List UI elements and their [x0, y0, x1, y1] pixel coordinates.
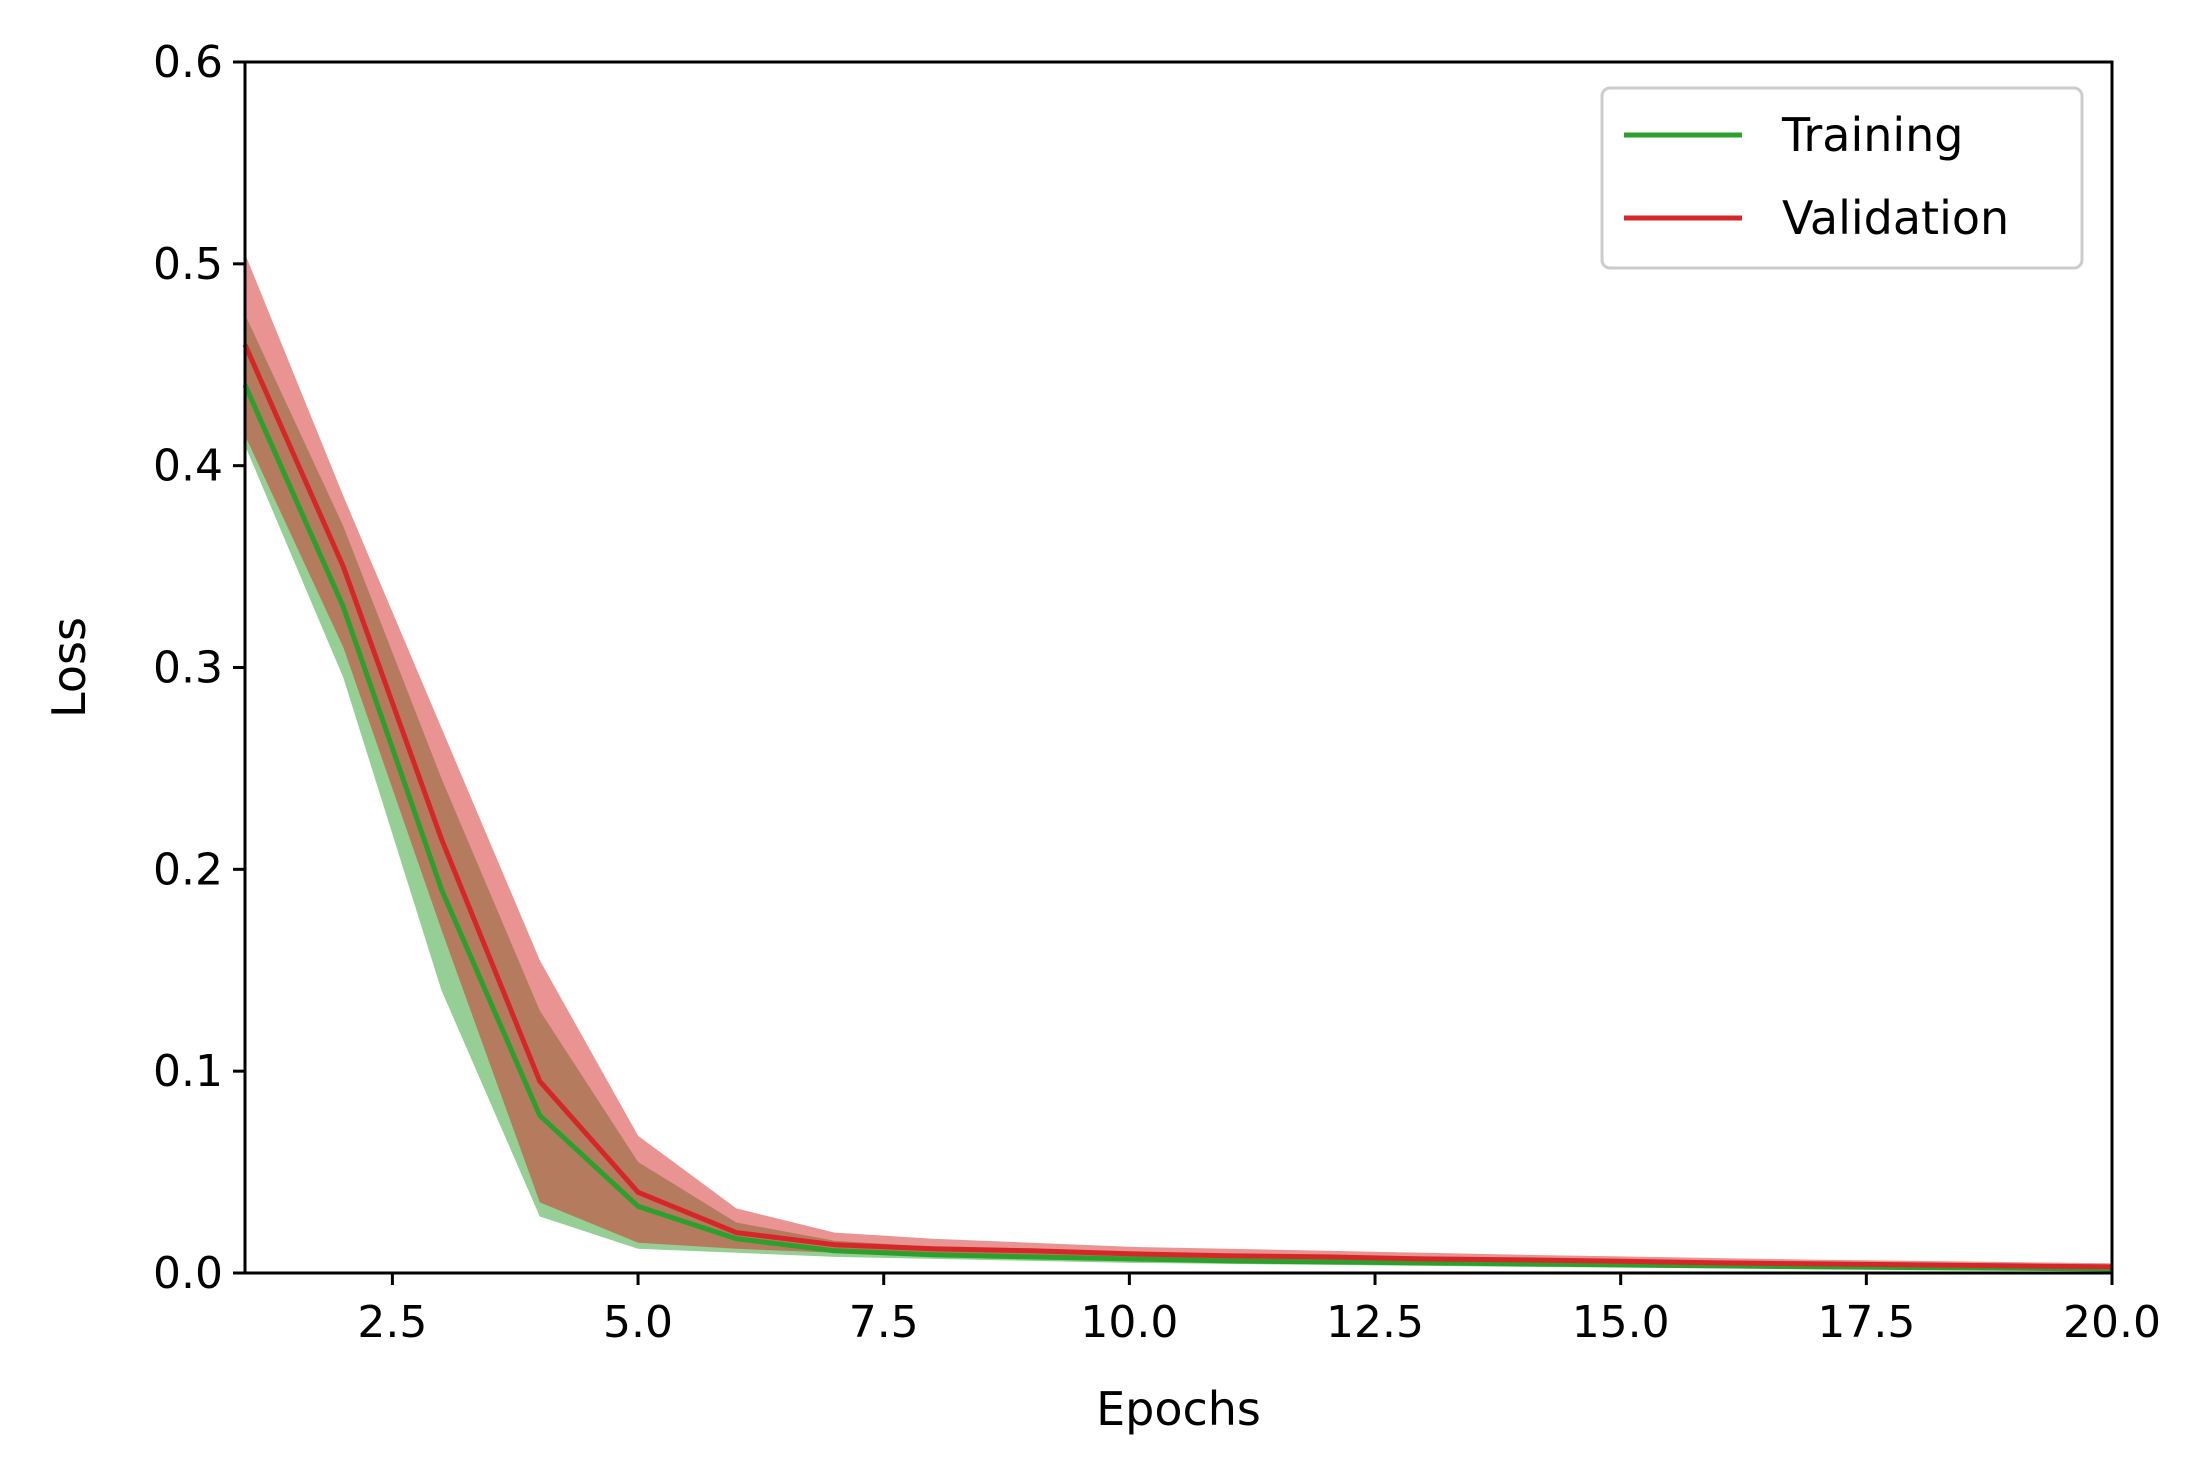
x-axis-label: Epochs: [1096, 1382, 1261, 1436]
y-tick-label: 0.6: [153, 37, 223, 88]
legend-label-training: Training: [1781, 108, 1964, 162]
confidence-bands: [245, 253, 2112, 1271]
y-tick-label: 0.1: [153, 1046, 223, 1097]
x-tick-label: 5.0: [603, 1297, 673, 1348]
series-line-validation: [242, 343, 2113, 1270]
x-tick-label: 2.5: [357, 1297, 427, 1348]
x-tick-label: 10.0: [1080, 1297, 1178, 1348]
band-validation: [245, 253, 2112, 1269]
axes: 2.5 5.0 7.5 10.0 12.5 15.0 17.5 20.0 0.0 0.1 0.2 0.…: [42, 37, 2161, 1436]
x-tick-label: 7.5: [849, 1297, 919, 1348]
x-tick-label: 20.0: [2063, 1297, 2161, 1348]
series-line-training: [242, 383, 2113, 1272]
y-axis-label: Loss: [42, 617, 96, 718]
y-tick-label: 0.2: [153, 844, 223, 895]
legend-label-validation: Validation: [1782, 191, 2009, 245]
x-tick-label: 12.5: [1326, 1297, 1424, 1348]
y-tick-label: 0.0: [153, 1248, 223, 1299]
y-tick-label: 0.3: [153, 643, 223, 694]
legend: Training Validation: [1600, 86, 2084, 270]
y-tick-label: 0.4: [153, 441, 223, 492]
x-tick-label: 17.5: [1817, 1297, 1915, 1348]
y-tick-label: 0.5: [153, 239, 223, 290]
x-tick-label: 15.0: [1572, 1297, 1670, 1348]
series-lines: [242, 343, 2113, 1272]
